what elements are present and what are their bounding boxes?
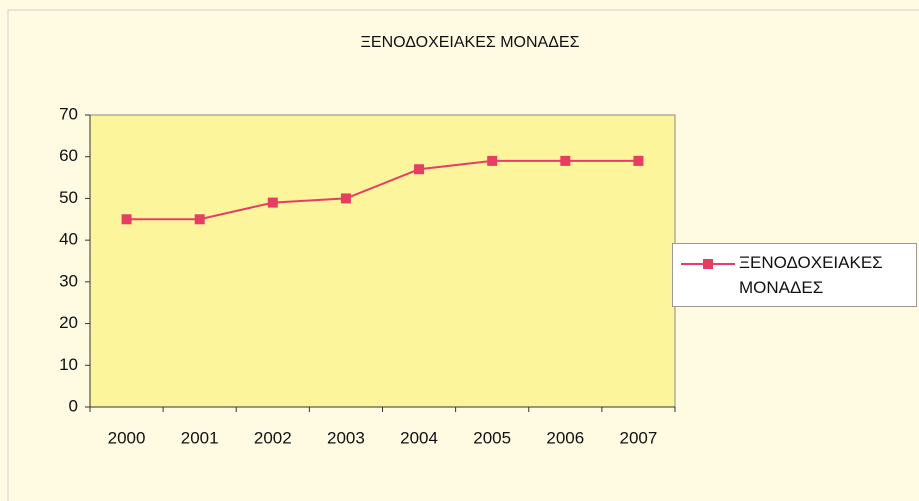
y-tick-label: 60 [59,146,78,165]
legend-marker [703,259,713,269]
point-marker [340,193,351,204]
legend: ΞΕΝΟΔΟΧΕΙΑΚΕΣ ΜΟΝΑΔΕΣ [672,243,917,307]
x-tick-label: 2003 [327,428,365,447]
plot-area [89,114,676,408]
y-tick-label: 30 [59,271,78,290]
y-tick-label: 0 [69,396,78,415]
x-tick-label: 2002 [254,428,292,447]
y-tick-label: 10 [59,355,78,374]
y-tick-label: 70 [59,104,78,123]
point-marker [194,214,205,225]
legend-symbol [681,259,735,269]
point-marker [267,197,278,208]
x-tick-label: 2005 [473,428,511,447]
point-marker [121,214,132,225]
series-line [126,159,639,221]
point-marker [414,164,425,175]
x-tick-label: 2004 [400,428,438,447]
y-tick-label: 50 [59,188,78,207]
x-tick-label: 2001 [181,428,219,447]
y-tick-label: 20 [59,313,78,332]
chart-title: ΞΕΝΟΔΟΧΕΙΑΚΕΣ ΜΟΝΑΔΕΣ [361,34,580,51]
y-tick-label: 40 [59,230,78,249]
legend-label: ΞΕΝΟΔΟΧΕΙΑΚΕΣ ΜΟΝΑΔΕΣ [739,253,883,297]
point-marker [487,155,498,166]
x-tick-label: 2000 [108,428,146,447]
chart-border [7,9,919,501]
x-tick-label: 2006 [546,428,584,447]
x-tick-label: 2007 [620,428,658,447]
point-marker [560,155,571,166]
point-marker [633,155,644,166]
